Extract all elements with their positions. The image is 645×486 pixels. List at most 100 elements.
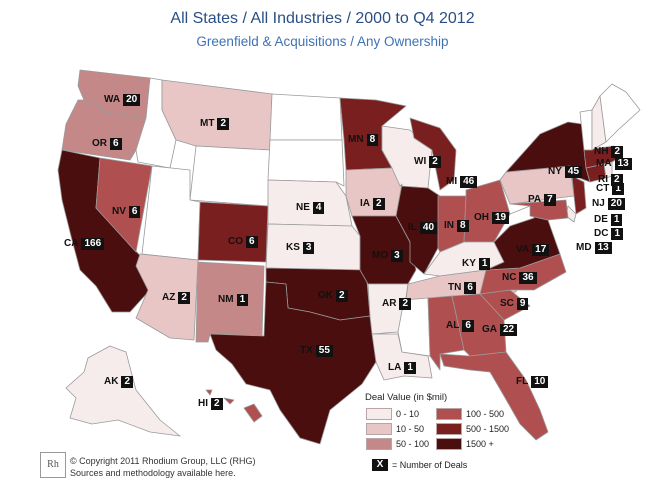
deal-count-badge: 6 bbox=[464, 282, 476, 294]
state-ms[interactable] bbox=[397, 297, 431, 357]
state-abbr: AL bbox=[446, 320, 460, 331]
deal-count-badge: 1 bbox=[611, 228, 624, 240]
state-label-al: AL 6 bbox=[446, 320, 474, 332]
state-me[interactable] bbox=[599, 83, 641, 143]
state-abbr: NC bbox=[502, 272, 517, 283]
state-nv[interactable] bbox=[95, 157, 153, 253]
state-label-ca: CA 166 bbox=[64, 238, 105, 250]
state-abbr: NY bbox=[548, 166, 562, 177]
sources-link[interactable]: Sources and methodology available here. bbox=[70, 468, 236, 478]
deal-count-badge: 1 bbox=[404, 362, 416, 374]
legend-swatch bbox=[366, 408, 392, 420]
state-abbr: SC bbox=[500, 298, 514, 309]
state-label-fl: FL 10 bbox=[516, 376, 549, 388]
state-label-co: CO 6 bbox=[228, 236, 258, 248]
deal-count-badge: 17 bbox=[532, 244, 550, 256]
state-label-wa: WA 20 bbox=[104, 94, 141, 106]
state-label-tx: TX 55 bbox=[300, 345, 333, 357]
state-abbr: LA bbox=[388, 362, 402, 373]
state-label-az: AZ 2 bbox=[162, 292, 190, 304]
state-abbr: AZ bbox=[162, 292, 176, 303]
page-title: All States / All Industries / 2000 to Q4… bbox=[170, 10, 475, 27]
deal-count-badge: 1 bbox=[478, 258, 491, 270]
legend-swatch bbox=[436, 438, 462, 450]
deal-count-badge: 2 bbox=[178, 292, 190, 304]
state-abbr: KY bbox=[462, 258, 476, 269]
state-abbr: TN bbox=[448, 282, 462, 293]
deal-count-badge: 19 bbox=[492, 212, 510, 224]
state-nj[interactable] bbox=[571, 175, 587, 215]
state-label-oh: OH 19 bbox=[474, 212, 510, 224]
state-abbr: MO bbox=[372, 250, 389, 261]
deal-count-badge: 55 bbox=[315, 345, 333, 357]
state-ut[interactable] bbox=[141, 165, 201, 261]
state-abbr: HI bbox=[198, 398, 208, 409]
state-label-in: IN 8 bbox=[444, 220, 469, 232]
deal-count-badge: 7 bbox=[544, 194, 556, 206]
state-abbr: MI bbox=[446, 176, 458, 187]
deal-count-badge: 9 bbox=[516, 298, 529, 310]
state-label-nv: NV 6 bbox=[112, 206, 141, 218]
state-abbr: OR bbox=[92, 138, 107, 149]
legend-swatch bbox=[366, 438, 392, 450]
state-abbr: KS bbox=[286, 242, 300, 253]
state-mt[interactable] bbox=[161, 79, 273, 151]
state-abbr: MN bbox=[348, 134, 364, 145]
state-label-ks: KS 3 bbox=[286, 242, 315, 254]
state-label-ga: GA 22 bbox=[482, 324, 518, 336]
deal-count-marker: X bbox=[372, 459, 388, 471]
deal-count-badge: 3 bbox=[391, 250, 403, 262]
state-abbr: NV bbox=[112, 206, 126, 217]
state-nd[interactable] bbox=[269, 93, 343, 141]
state-label-nc: NC 36 bbox=[502, 272, 537, 284]
state-label-or: OR 6 bbox=[92, 138, 122, 150]
state-label-ny: NY 45 bbox=[548, 166, 583, 178]
state-label-mi: MI 46 bbox=[446, 176, 478, 188]
state-label-mo: MO 3 bbox=[372, 250, 403, 262]
deal-count-badge: 45 bbox=[564, 166, 583, 178]
state-fl[interactable] bbox=[439, 351, 549, 441]
state-abbr: IA bbox=[360, 198, 370, 209]
state-abbr: AK bbox=[104, 376, 119, 387]
state-label-ky: KY 1 bbox=[462, 258, 491, 270]
state-label-md: MD 13 bbox=[576, 242, 612, 254]
state-abbr: OK bbox=[318, 290, 333, 301]
state-wy[interactable] bbox=[189, 145, 271, 207]
deal-count-badge: 6 bbox=[110, 138, 122, 150]
deal-count-badge: 8 bbox=[366, 134, 379, 146]
deal-count-badge: 1 bbox=[236, 294, 249, 306]
deal-count-badge: 13 bbox=[614, 158, 632, 170]
state-label-nj: NJ 20 bbox=[592, 198, 625, 210]
state-label-wi: WI 2 bbox=[414, 156, 441, 168]
legend-label: 1500 + bbox=[466, 439, 494, 449]
state-abbr: TX bbox=[300, 345, 313, 356]
state-label-pa: PA 7 bbox=[528, 194, 556, 206]
state-abbr: OH bbox=[474, 212, 489, 223]
legend-label: 0 - 10 bbox=[396, 409, 420, 419]
state-ak[interactable] bbox=[65, 345, 181, 437]
state-abbr: VA bbox=[516, 244, 530, 255]
state-mi[interactable] bbox=[409, 117, 457, 191]
state-il[interactable] bbox=[395, 183, 441, 275]
state-abbr: FL bbox=[516, 376, 529, 387]
state-sd[interactable] bbox=[267, 139, 345, 187]
state-co[interactable] bbox=[197, 201, 269, 263]
state-hi[interactable] bbox=[205, 389, 263, 423]
deal-count-badge: 8 bbox=[457, 220, 469, 232]
deal-count-badge: 6 bbox=[246, 236, 258, 248]
deal-count-badge: 166 bbox=[81, 238, 105, 250]
state-label-ar: AR 2 bbox=[382, 298, 412, 310]
state-abbr: WA bbox=[104, 94, 121, 105]
state-abbr: CA bbox=[64, 238, 79, 249]
state-label-la: LA 1 bbox=[388, 362, 416, 374]
state-label-il: IL 40 bbox=[408, 222, 438, 234]
deal-count-badge: 2 bbox=[611, 174, 623, 186]
state-abbr: MD bbox=[576, 242, 592, 253]
state-abbr: MA bbox=[596, 158, 612, 169]
legend-label: 500 - 1500 bbox=[466, 424, 510, 434]
state-abbr: CT bbox=[596, 183, 610, 194]
deal-count-badge: 4 bbox=[312, 202, 325, 214]
state-tx[interactable] bbox=[209, 281, 377, 445]
state-abbr: PA bbox=[528, 194, 542, 205]
state-abbr: NM bbox=[218, 294, 234, 305]
